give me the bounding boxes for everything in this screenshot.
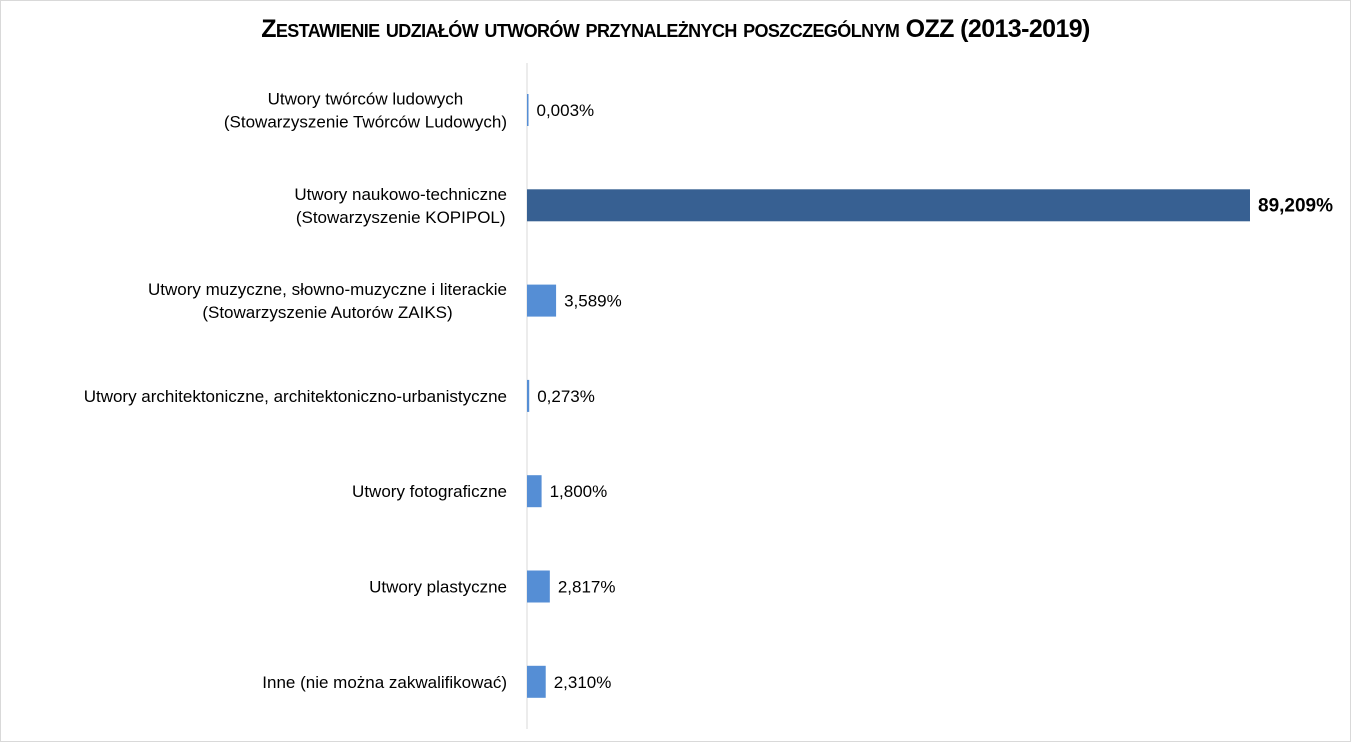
category-label-2-line-1: (Stowarzyszenie Autorów ZAIKS) (202, 303, 452, 322)
category-label-0-line-1: (Stowarzyszenie Twórców Ludowych) (224, 113, 507, 132)
bar-3 (527, 379, 530, 412)
category-label-4-line-0: Utwory fotograficzne (352, 482, 507, 501)
bar-2 (527, 284, 557, 317)
category-label-5-line-0: Utwory plastyczne (369, 578, 507, 597)
category-label-5: Utwory plastyczne (369, 578, 507, 597)
value-label-6: 2,310% (554, 673, 612, 692)
value-labels: 0,003% 89,209% 3,589% 0,273% 1,800% 2,817% 2,3… (537, 101, 1334, 692)
value-label-2: 3,589% (564, 292, 622, 311)
category-label-1-line-1: (Stowarzyszenie KOPIPOL) (296, 208, 506, 227)
category-labels: Utwory twórców ludowych (Stowarzyszenie T… (84, 90, 507, 692)
bar-5 (527, 570, 550, 603)
category-label-6-line-0: Inne (nie można zakwalifikować) (262, 673, 507, 692)
bar-4 (527, 475, 542, 508)
category-label-1-line-0: Utwory naukowo-techniczne (294, 185, 507, 204)
value-label-3: 0,273% (537, 387, 595, 406)
bar-0 (527, 94, 529, 126)
bar-6 (527, 665, 546, 698)
category-label-6: Inne (nie można zakwalifikować) (262, 673, 507, 692)
bar-1 (527, 189, 1250, 222)
category-label-0-line-0: Utwory twórców ludowych (268, 90, 464, 109)
value-label-0: 0,003% (537, 101, 595, 120)
category-label-2-line-0: Utwory muzyczne, słowno-muzyczne i liter… (148, 280, 507, 299)
category-label-4: Utwory fotograficzne (352, 482, 507, 501)
value-label-5: 2,817% (558, 578, 616, 597)
chart-title: Zestawienie udziałów utworów przynależny… (261, 15, 1090, 43)
category-label-2: Utwory muzyczne, słowno-muzyczne i liter… (148, 280, 507, 322)
category-label-1: Utwory naukowo-techniczne (Stowarzyszenie… (294, 185, 507, 227)
value-label-1: 89,209% (1258, 195, 1333, 216)
bars (527, 94, 1250, 698)
category-label-3-line-0: Utwory architektoniczne, architektoniczn… (84, 387, 507, 406)
category-label-0: Utwory twórców ludowych (Stowarzyszenie T… (224, 90, 507, 132)
value-label-4: 1,800% (550, 482, 608, 501)
category-label-3: Utwory architektoniczne, architektoniczn… (84, 387, 507, 406)
